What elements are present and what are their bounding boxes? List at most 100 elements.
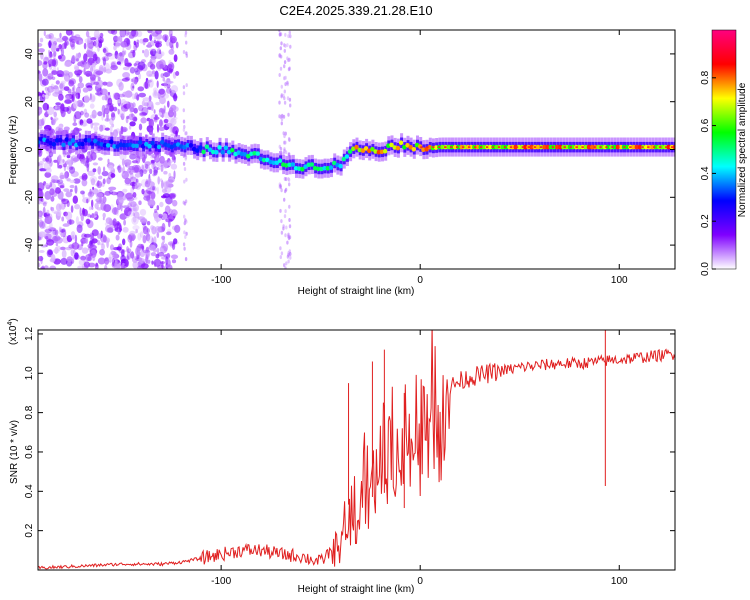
noise-cell [121,170,129,180]
noise-cell [132,85,135,89]
noise-cell [162,93,170,99]
noise-cell [62,35,68,42]
noise-cell [41,265,45,269]
noise-cell [148,78,154,88]
noise-cell [60,184,65,189]
noise-cell [42,202,47,207]
ridge-core [450,146,453,148]
ridge-cell [440,144,445,150]
noise-cell [118,56,124,62]
ridge-cell [265,157,270,163]
ridge-core [462,146,465,148]
noise-cell [284,266,287,269]
noise-cell [78,76,83,83]
noise-cell [172,199,178,207]
noise-cell [39,221,45,229]
colorbar-label: Normalized spectral amplitude [737,82,748,217]
noise-cell [120,41,128,48]
noise-cell [49,265,57,269]
noise-cell [120,259,127,263]
noise-cell [86,87,93,92]
ridge-core [473,146,477,148]
noise-cell [155,30,162,35]
noise-cell [69,184,75,189]
noise-cell [182,200,185,205]
noise-cell [97,239,100,246]
ridge-cell [322,165,327,171]
noise-cell [38,210,43,217]
noise-cell [169,194,176,200]
noise-cell [284,189,287,194]
noise-cell [92,168,97,173]
noise-cell [150,191,156,200]
noise-cell [85,49,92,58]
noise-cell [95,192,103,199]
ridge-cell [277,158,283,163]
y-tick-label: 20 [24,96,35,108]
noise-cell [89,94,96,103]
noise-cell [288,182,291,187]
noise-cell [108,253,112,261]
noise-cell [175,41,179,49]
noise-cell [182,242,186,247]
noise-cell [105,217,113,225]
noise-cell [167,161,172,167]
noise-cell [44,228,52,234]
noise-cell [71,87,75,92]
noise-cell [278,53,281,57]
noise-cell [50,196,55,202]
noise-cell [112,92,119,100]
noise-cell [109,125,113,135]
noise-cell [43,61,48,65]
noise-cell [76,100,84,107]
noise-cell [280,219,283,224]
noise-cell [120,265,124,269]
ridge-cell [226,149,232,155]
ridge-cell [383,148,388,154]
noise-cell [165,160,174,164]
noise-cell [65,150,68,156]
noise-cell [142,235,147,244]
noise-cell [288,224,292,229]
ridge-cell [332,160,337,166]
noise-cell [156,232,160,238]
noise-cell [43,30,46,36]
noise-cell [280,121,283,126]
noise-cell [45,34,52,39]
noise-cell [74,252,79,260]
noise-cell [122,226,129,233]
noise-cell [119,224,122,233]
noise-cell [44,190,52,200]
noise-cell [121,158,125,166]
noise-cell [148,118,154,128]
noise-cell [146,228,150,234]
noise-cell [113,207,117,215]
ridge-cell [590,144,595,150]
noise-cell [135,228,138,234]
noise-cell [104,127,110,131]
noise-cell [183,246,186,251]
noise-cell [38,124,43,130]
noise-cell [83,174,88,180]
noise-cell [149,168,153,175]
noise-cell [133,206,138,212]
noise-cell [184,33,187,38]
noise-cell [133,63,137,67]
noise-cell [172,225,177,231]
noise-cell [78,259,85,266]
ridge-cell [605,144,611,150]
noise-cell [284,140,287,145]
noise-cell [50,254,56,263]
noise-cell [287,112,290,117]
noise-cell [116,99,121,104]
noise-cell [160,51,165,57]
ridge-core [671,146,674,148]
noise-cell [182,108,185,113]
noise-cell [58,44,63,50]
noise-cell [103,107,110,115]
snr-y-label: SNR (10 * v/v) [9,420,20,484]
noise-cell [39,160,44,166]
noise-cell [117,164,122,174]
noise-cell [70,205,74,213]
noise-cell [96,200,105,205]
